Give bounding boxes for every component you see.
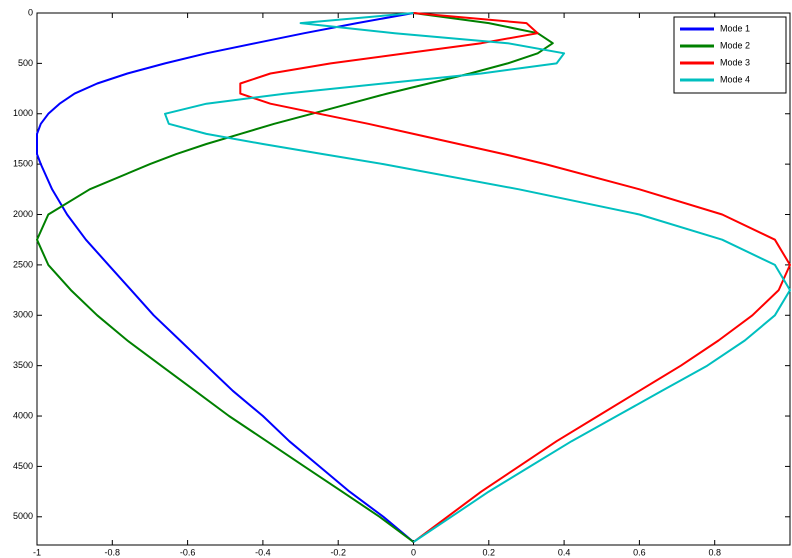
- x-tick-label: 0.8: [708, 547, 721, 557]
- series-line: [164, 12, 791, 543]
- y-tick-label: 0: [28, 7, 33, 17]
- x-tick-label: -1: [33, 547, 41, 557]
- x-tick-label: -0.4: [255, 547, 271, 557]
- y-tick-label: 4000: [13, 410, 33, 420]
- x-tick-label: 0.2: [483, 547, 496, 557]
- series-line: [36, 12, 554, 543]
- y-tick-label: 2500: [13, 259, 33, 269]
- legend-label: Mode 4: [720, 74, 750, 84]
- legend: Mode 1 Mode 2 Mode 3 Mode 4: [673, 16, 787, 94]
- y-tick-label: 3500: [13, 360, 33, 370]
- plot-area: [36, 12, 791, 546]
- y-tick-label: 4500: [13, 461, 33, 471]
- y-tick-label: 1500: [13, 159, 33, 169]
- y-tick-label: 500: [18, 58, 33, 68]
- y-tick-label: 1000: [13, 108, 33, 118]
- legend-label: Mode 1: [720, 23, 750, 33]
- y-tick-label: 2000: [13, 209, 33, 219]
- series-line: [239, 12, 791, 543]
- x-tick-label: 0.6: [633, 547, 646, 557]
- legend-label: Mode 3: [720, 57, 750, 67]
- x-tick-label: -0.6: [180, 547, 196, 557]
- x-tick-label: -0.2: [330, 547, 346, 557]
- y-tick-label: 5000: [13, 511, 33, 521]
- y-tick-label: 3000: [13, 310, 33, 320]
- legend-label: Mode 2: [720, 40, 750, 50]
- series-line: [36, 12, 415, 543]
- x-tick-label: 0.4: [558, 547, 571, 557]
- x-tick-label: 0: [411, 547, 416, 557]
- x-tick-label: -0.8: [105, 547, 121, 557]
